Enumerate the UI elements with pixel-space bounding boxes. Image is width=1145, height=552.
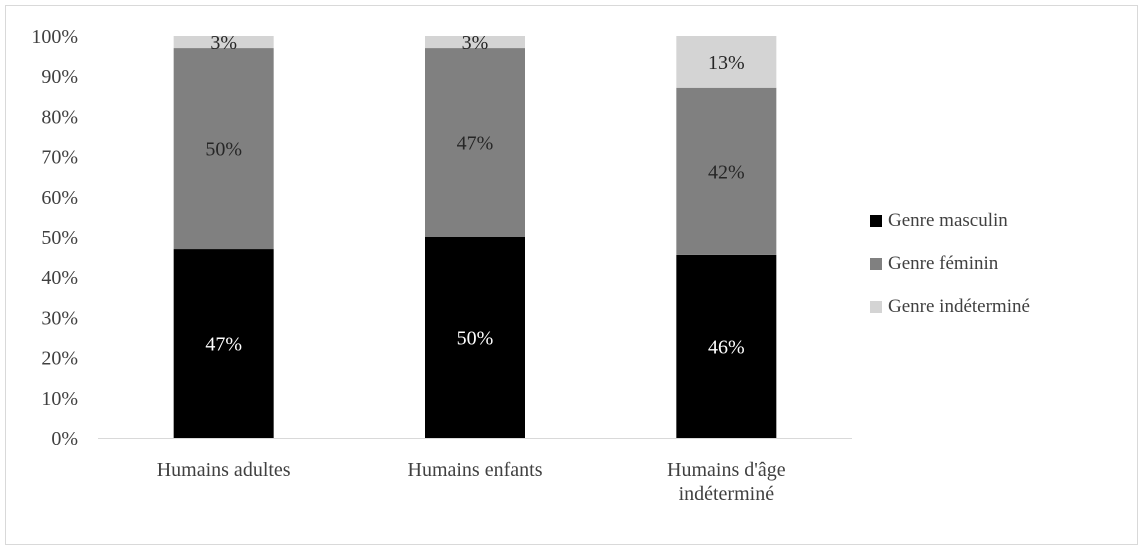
bar-segment (173, 48, 274, 250)
data-label: 3% (462, 32, 489, 54)
y-tick-label: 60% (41, 187, 78, 209)
bar-segment (676, 36, 777, 88)
category-label: Humains adultes (157, 459, 291, 481)
data-label: 50% (205, 139, 242, 161)
category-label: indéterminé (679, 483, 775, 505)
data-label: 47% (205, 334, 242, 356)
y-tick-label: 70% (41, 147, 78, 169)
bar-segment (676, 87, 777, 255)
y-tick-label: 10% (41, 388, 78, 410)
legend-swatch (870, 301, 882, 313)
bar-segment (173, 36, 274, 49)
y-tick-label: 100% (31, 26, 78, 48)
x-axis: Humains adultes Humains enfants Humains d'… (98, 438, 852, 505)
legend-label: Genre féminin (888, 253, 999, 274)
bar-segment (425, 48, 525, 238)
category-label: Humains d'âge (667, 459, 786, 481)
legend-swatch (870, 215, 882, 227)
bar-segment (425, 36, 525, 49)
y-tick-label: 80% (41, 106, 78, 128)
y-tick-label: 50% (41, 227, 78, 249)
data-label: 42% (708, 161, 745, 183)
bars (173, 36, 777, 438)
legend-swatch (870, 258, 882, 270)
bar-segment (425, 237, 525, 438)
bar-segment (173, 249, 274, 438)
legend-label: Genre indéterminé (888, 296, 1030, 317)
data-label: 13% (708, 52, 745, 74)
y-tick-label: 90% (41, 66, 78, 88)
y-tick-label: 40% (41, 267, 78, 289)
data-label: 46% (708, 336, 745, 358)
data-label: 50% (457, 328, 494, 350)
data-label: 47% (457, 133, 494, 155)
legend-label: Genre masculin (888, 210, 1008, 231)
y-axis: 0% 10% 20% 30% 40% 50% 60% 70% 80% 90% 100% (31, 26, 78, 450)
data-labels: 47% 50% 3% 50% 47% 3% 46% 42% 13% (205, 32, 744, 358)
category-label: Humains enfants (408, 459, 543, 481)
bar-segment (676, 254, 777, 438)
y-tick-label: 20% (41, 348, 78, 370)
y-tick-label: 0% (51, 428, 78, 450)
legend: Genre masculin Genre féminin Genre indéter… (870, 210, 1030, 317)
y-tick-label: 30% (41, 307, 78, 329)
data-label: 3% (210, 32, 237, 54)
